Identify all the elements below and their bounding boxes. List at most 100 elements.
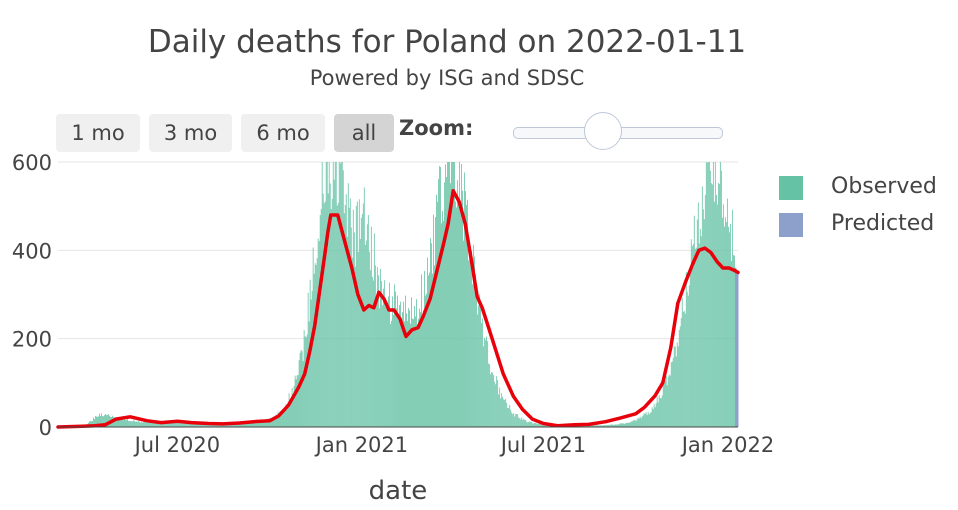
observed-bar: [499, 387, 501, 427]
observed-bar: [435, 217, 436, 427]
observed-bar: [723, 226, 725, 427]
observed-bar: [604, 425, 606, 427]
observed-bar: [721, 217, 723, 427]
observed-bar: [353, 232, 355, 427]
observed-bar: [402, 312, 403, 427]
observed-bar: [371, 276, 373, 427]
observed-bar: [327, 193, 329, 427]
observed-bar: [442, 210, 443, 427]
observed-bar: [304, 336, 306, 427]
observed-bar: [331, 199, 333, 427]
observed-bar: [228, 423, 230, 427]
observed-bar: [595, 425, 597, 427]
observed-bar: [292, 394, 294, 427]
observed-bar: [598, 425, 600, 427]
observed-bar: [669, 375, 671, 427]
observed-bar: [381, 305, 383, 427]
legend-label-observed[interactable]: Observed: [831, 174, 937, 199]
legend-label-predicted[interactable]: Predicted: [831, 211, 935, 236]
observed-bar: [423, 310, 424, 427]
observed-bar: [437, 201, 438, 427]
observed-bar: [706, 162, 708, 427]
observed-bar: [199, 422, 201, 427]
observed-bar: [277, 411, 279, 427]
observed-bar: [393, 284, 395, 427]
observed-bar: [166, 421, 168, 427]
zoom-slider-handle[interactable]: [584, 112, 622, 150]
range-button-1-month[interactable]: 1 mo: [56, 114, 140, 152]
observed-bar: [703, 219, 705, 427]
observed-bar: [597, 425, 599, 427]
observed-bar: [702, 209, 704, 427]
x-tick-label: Jul 2021: [499, 433, 586, 457]
observed-bar: [372, 280, 374, 427]
observed-bar: [636, 419, 638, 427]
observed-bar: [503, 399, 505, 427]
observed-bar: [290, 398, 292, 427]
observed-bar: [525, 420, 527, 427]
observed-bar: [725, 222, 727, 427]
observed-bar: [123, 420, 124, 427]
observed-bar: [686, 291, 688, 427]
observed-bar: [639, 416, 641, 427]
x-tick-label: Jan 2021: [314, 433, 409, 457]
observed-bar: [684, 313, 686, 427]
observed-bar: [322, 193, 324, 427]
observed-bar: [448, 162, 449, 427]
observed-bar: [148, 421, 150, 427]
observed-bar: [145, 422, 147, 427]
observed-bar: [144, 421, 146, 427]
observed-bar: [679, 326, 681, 427]
observed-bar: [399, 305, 400, 427]
observed-bar: [587, 425, 589, 427]
predicted-bar: [736, 270, 738, 427]
observed-bar: [252, 422, 254, 427]
observed-bar: [523, 418, 525, 427]
observed-bar: [504, 400, 506, 427]
range-button-6-months[interactable]: 6 mo: [241, 114, 325, 152]
observed-bar: [294, 375, 296, 427]
observed-bar: [264, 420, 266, 427]
observed-bar: [170, 421, 172, 427]
observed-bar: [403, 301, 404, 427]
observed-bar: [258, 421, 260, 427]
observed-bar: [433, 214, 434, 427]
legend-swatch-predicted[interactable]: [779, 213, 803, 237]
observed-bar: [271, 417, 273, 427]
observed-bar: [543, 424, 545, 427]
observed-bar: [274, 416, 276, 427]
observed-bar: [668, 374, 670, 427]
observed-bar: [592, 425, 594, 427]
observed-bar: [176, 422, 178, 427]
observed-bar: [314, 263, 316, 427]
observed-bar: [427, 257, 428, 427]
observed-bar: [709, 170, 711, 428]
observed-bar: [506, 402, 508, 427]
observed-bar: [279, 411, 281, 427]
observed-bar: [397, 295, 398, 427]
observed-bar: [132, 421, 134, 427]
y-tick-label: 600: [12, 151, 52, 175]
range-button-3-months[interactable]: 3 mo: [149, 114, 232, 152]
observed-bar: [266, 418, 268, 427]
observed-bar: [415, 316, 416, 427]
observed-bar: [377, 275, 379, 427]
observed-bar: [446, 177, 447, 427]
observed-bar: [186, 422, 188, 427]
observed-bar: [147, 422, 149, 427]
observed-bar: [386, 304, 388, 427]
observed-bar: [359, 238, 361, 427]
observed-bar: [317, 238, 319, 427]
observed-bar: [424, 270, 425, 427]
observed-bar: [282, 409, 284, 427]
range-button-all[interactable]: all: [334, 114, 394, 152]
observed-bar: [518, 417, 520, 427]
observed-bar: [730, 260, 732, 427]
observed-bar: [699, 228, 701, 427]
observed-bar: [188, 422, 190, 427]
observed-bar: [310, 299, 312, 427]
observed-bar: [133, 420, 135, 427]
legend-swatch-observed[interactable]: [779, 176, 803, 200]
observed-bar: [413, 319, 414, 427]
observed-bar: [369, 270, 371, 427]
